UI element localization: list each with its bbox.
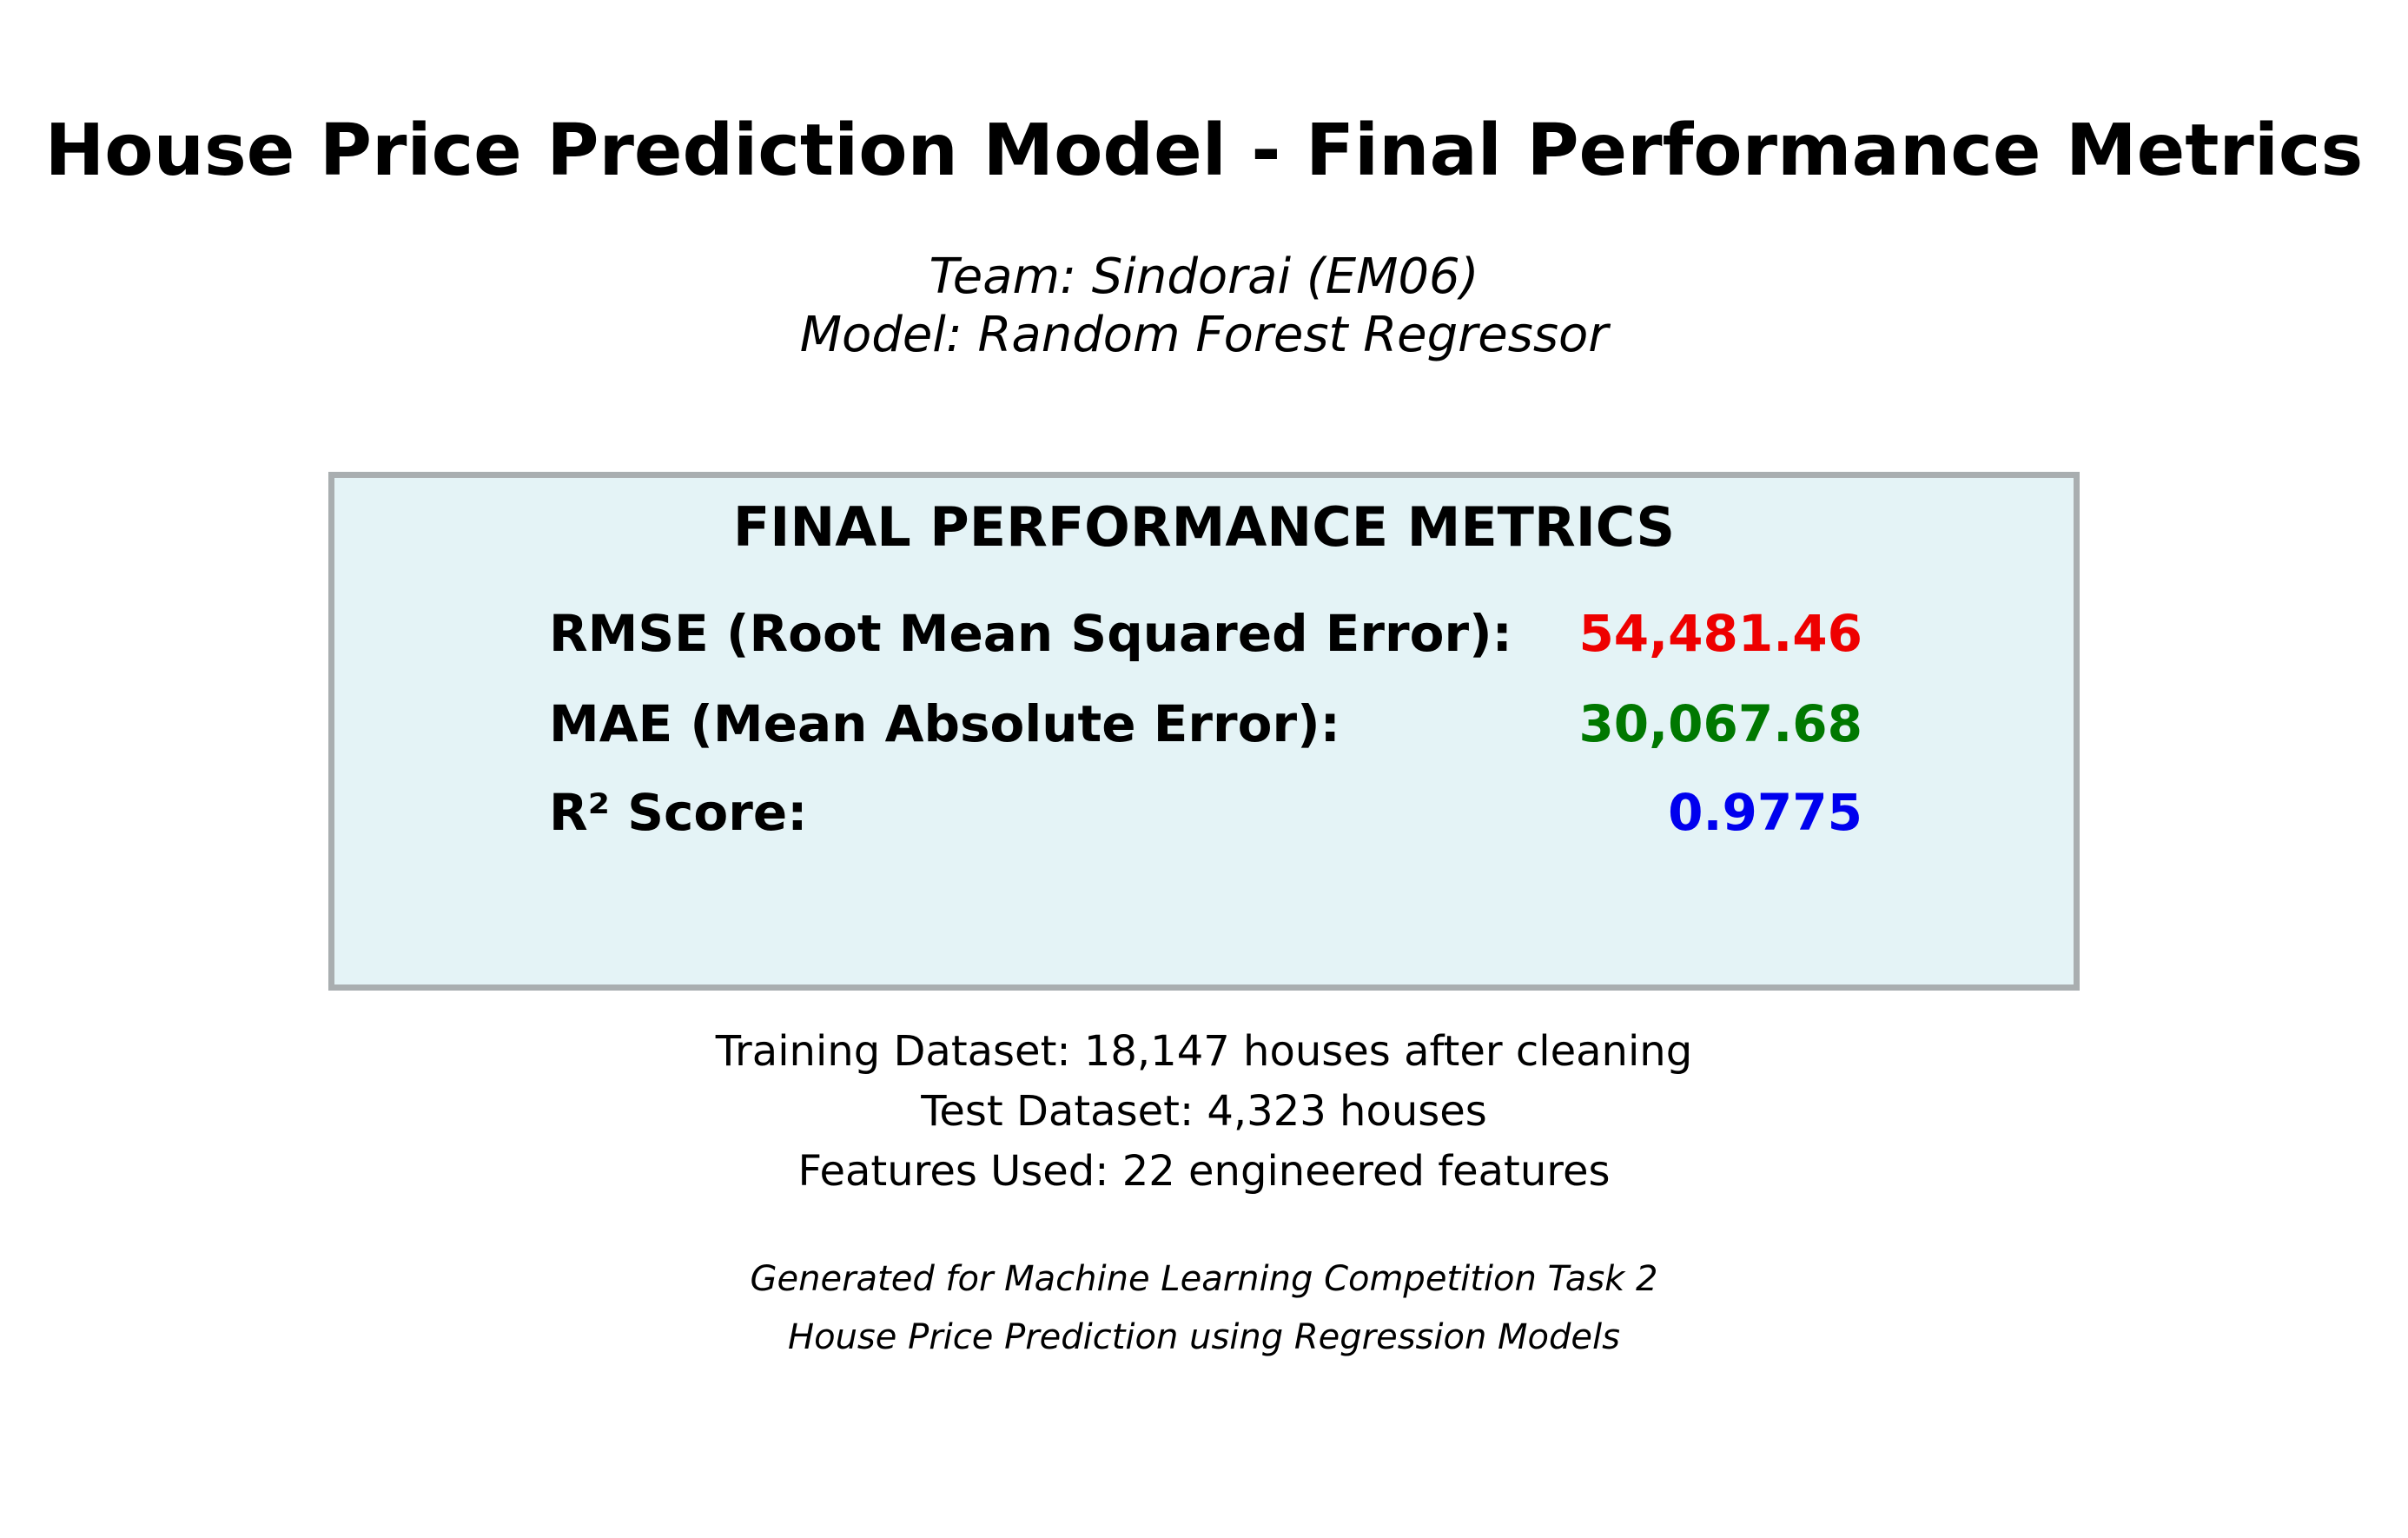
rmse-label: RMSE (Root Mean Squared Error): <box>549 604 1512 663</box>
metrics-panel <box>328 472 2080 991</box>
team-subtitle: Team: Sindorai (EM06) <box>929 249 1479 305</box>
rmse-value: 54,481.46 <box>1578 604 1862 663</box>
model-subtitle: Model: Random Forest Regressor <box>799 307 1609 363</box>
mae-value: 30,067.68 <box>1578 694 1862 753</box>
r2-value: 0.9775 <box>1668 783 1862 842</box>
metrics-heading: FINAL PERFORMANCE METRICS <box>732 495 1676 559</box>
training-dataset-info: Training Dataset: 18,147 houses after cl… <box>715 1027 1693 1076</box>
features-info: Features Used: 22 engineered features <box>797 1147 1611 1196</box>
mae-label: MAE (Mean Absolute Error): <box>549 694 1340 753</box>
footer-line-1: Generated for Machine Learning Competiti… <box>750 1259 1658 1299</box>
r2-label: R² Score: <box>549 783 808 842</box>
footer-line-2: House Price Prediction using Regression … <box>788 1317 1620 1357</box>
test-dataset-info: Test Dataset: 4,323 houses <box>921 1087 1487 1136</box>
page-title: House Price Prediction Model - Final Per… <box>44 109 2364 192</box>
